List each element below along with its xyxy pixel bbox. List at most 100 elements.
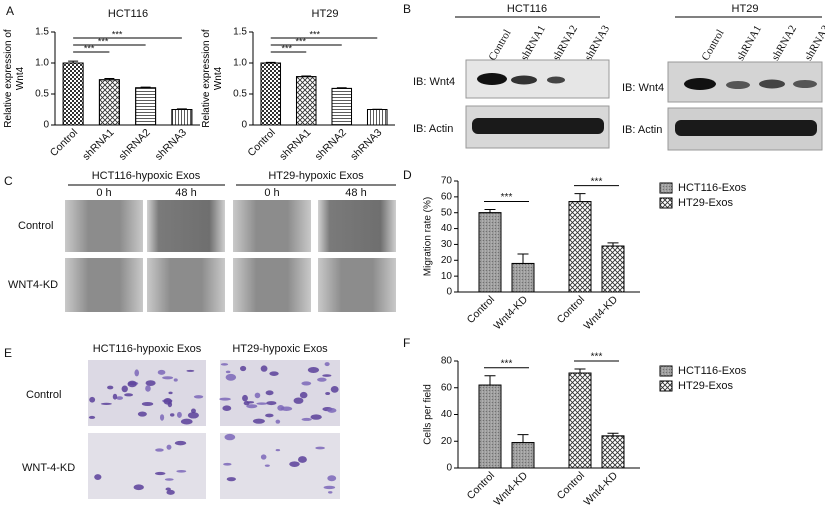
cell — [186, 370, 194, 372]
cell — [89, 397, 95, 403]
bar-pattern — [569, 373, 591, 468]
cell — [265, 465, 270, 467]
cell — [155, 448, 164, 451]
y-tick-label: 0.5 — [233, 89, 247, 100]
cell — [181, 419, 193, 425]
y-tick-label: 80 — [441, 356, 453, 367]
y-axis-label: Relative expression of Wnt4 — [201, 29, 225, 129]
bar-pattern — [512, 263, 534, 292]
cell — [138, 411, 147, 416]
bar-pattern — [367, 110, 387, 126]
lane-label: shRNA1 — [518, 23, 548, 62]
cell — [302, 418, 312, 421]
cell — [261, 454, 267, 459]
cell — [244, 401, 250, 405]
x-tick-label: Wnt4-KD — [491, 293, 530, 332]
x-tick-label: shRNA3 — [348, 126, 384, 162]
cell — [158, 370, 166, 375]
cell — [162, 376, 173, 379]
legend-label: HT29-Exos — [678, 380, 734, 392]
micrograph — [88, 433, 206, 499]
significance-label: *** — [591, 176, 603, 187]
cell — [176, 470, 186, 473]
cell — [327, 475, 336, 481]
time-label: 0 h — [96, 187, 111, 199]
cell — [219, 398, 231, 401]
cell — [163, 398, 172, 405]
panel-label: E — [4, 346, 12, 360]
cell — [89, 416, 95, 419]
cell — [242, 395, 248, 401]
panel-label: B — [403, 2, 411, 16]
panel-label: C — [4, 174, 13, 188]
cell — [225, 434, 236, 440]
cell — [328, 491, 332, 493]
y-axis-label: Relative expression of Wnt4 — [3, 29, 27, 129]
significance-label: *** — [591, 352, 603, 363]
y-tick-label: 0 — [446, 287, 452, 298]
cell — [253, 419, 265, 424]
x-tick-label: Control — [555, 470, 587, 502]
row-label: WNT-4-KD — [22, 462, 75, 474]
cell — [221, 363, 228, 365]
lane-label: shRNA1 — [734, 23, 764, 62]
blot-row-label: IB: Actin — [413, 123, 453, 135]
cell — [94, 474, 101, 480]
y-tick-label: 70 — [441, 176, 453, 187]
bar-pattern — [261, 63, 281, 125]
cell — [261, 365, 268, 371]
cell — [226, 371, 231, 374]
bar-pattern — [479, 385, 501, 468]
cell — [177, 412, 182, 418]
bar-pattern — [602, 436, 624, 468]
band — [759, 80, 785, 89]
micrograph — [65, 258, 143, 312]
row-label: Control — [26, 389, 61, 401]
band — [675, 120, 817, 136]
significance-label: *** — [309, 29, 320, 39]
cell — [128, 381, 137, 388]
chart-title: HT29 — [312, 8, 339, 20]
x-tick-label: Control — [555, 294, 587, 326]
blot-row-label: IB: Wnt4 — [413, 76, 455, 88]
significance-label: *** — [112, 29, 123, 39]
panel-label: F — [403, 336, 410, 350]
cell — [170, 413, 174, 416]
legend-label: HCT116-Exos — [678, 365, 747, 377]
cell — [222, 405, 231, 411]
lane-label: shRNA2 — [769, 23, 799, 62]
error-bar — [485, 376, 496, 385]
cell — [255, 393, 261, 399]
bar-pattern — [479, 213, 501, 292]
y-axis-label: Cells per field — [423, 384, 434, 445]
cell — [165, 478, 174, 481]
y-tick-label: 1.0 — [233, 58, 247, 69]
x-tick-label: Control — [465, 470, 497, 502]
cell — [266, 401, 276, 405]
micrograph — [147, 258, 225, 312]
bar-pattern — [172, 110, 192, 126]
y-tick-label: 0 — [446, 463, 452, 474]
band — [684, 78, 716, 90]
legend-pattern — [660, 183, 672, 193]
micrograph — [220, 360, 340, 426]
bar-pattern — [569, 202, 591, 292]
cell — [276, 420, 281, 424]
cell — [327, 408, 336, 413]
y-tick-label: 60 — [441, 382, 453, 393]
cell — [289, 461, 299, 467]
time-label: 48 h — [175, 187, 196, 199]
cell — [155, 472, 166, 475]
micrograph — [65, 200, 143, 252]
bar-pattern — [136, 88, 156, 125]
blot-images — [466, 60, 822, 150]
x-tick-label: Wnt4-KD — [581, 469, 620, 508]
band — [726, 81, 750, 89]
y-tick-label: 50 — [441, 207, 453, 218]
band — [511, 76, 537, 85]
cell — [101, 403, 112, 405]
micrograph — [147, 200, 225, 252]
legend-label: HCT116-Exos — [678, 182, 747, 194]
